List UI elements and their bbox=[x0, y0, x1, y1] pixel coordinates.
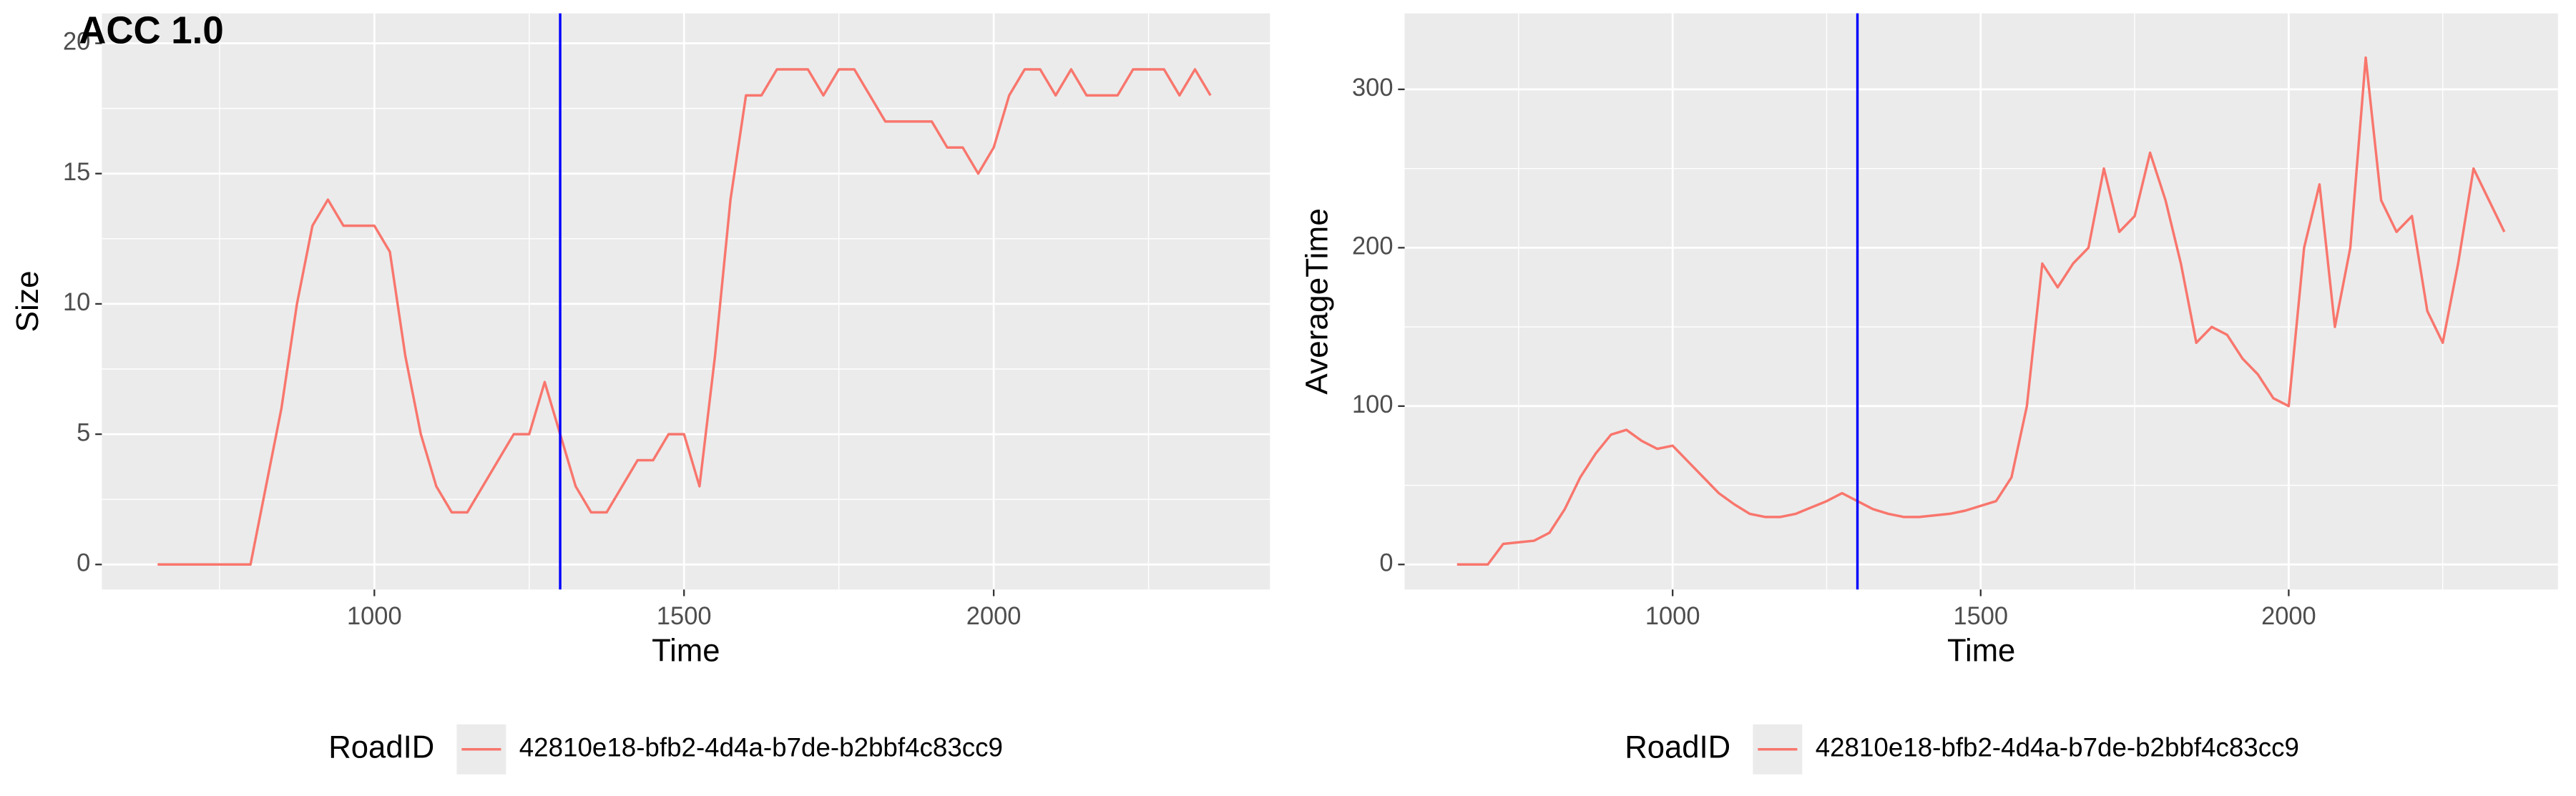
chart-title: ACC 1.0 bbox=[79, 9, 223, 51]
legend-label: 42810e18-bfb2-4d4a-b7de-b2bbf4c83cc9 bbox=[1816, 732, 2299, 762]
y-tick-label: 15 bbox=[63, 159, 90, 186]
legend-title: RoadID bbox=[1625, 729, 1730, 765]
y-tick-label: 20 bbox=[63, 29, 90, 56]
x-tick-label: 1500 bbox=[657, 603, 712, 630]
plot-background bbox=[102, 13, 1270, 590]
y-tick-label: 200 bbox=[1352, 232, 1393, 260]
x-tick-label: 1500 bbox=[1953, 603, 2008, 630]
y-tick-label: 300 bbox=[1352, 74, 1393, 102]
x-tick-label: 2000 bbox=[2261, 603, 2316, 630]
x-axis-title: Time bbox=[1947, 633, 2015, 668]
x-axis-title: Time bbox=[652, 633, 720, 668]
x-tick-label: 2000 bbox=[966, 603, 1022, 630]
y-tick-label: 10 bbox=[63, 289, 90, 316]
y-tick-label: 100 bbox=[1352, 391, 1393, 418]
y-tick-label: 0 bbox=[77, 549, 90, 576]
x-tick-label: 1000 bbox=[347, 603, 402, 630]
y-tick-label: 5 bbox=[77, 419, 90, 446]
legend-title: RoadID bbox=[328, 729, 434, 765]
data-line bbox=[157, 68, 1212, 566]
y-tick-label: 0 bbox=[1379, 549, 1393, 576]
y-axis-title: Size bbox=[10, 270, 45, 332]
x-tick-label: 1000 bbox=[1645, 603, 1700, 630]
y-axis-title: AverageTime bbox=[1300, 208, 1335, 395]
data-line bbox=[1456, 56, 2506, 566]
legend-label: 42810e18-bfb2-4d4a-b7de-b2bbf4c83cc9 bbox=[519, 732, 1003, 762]
